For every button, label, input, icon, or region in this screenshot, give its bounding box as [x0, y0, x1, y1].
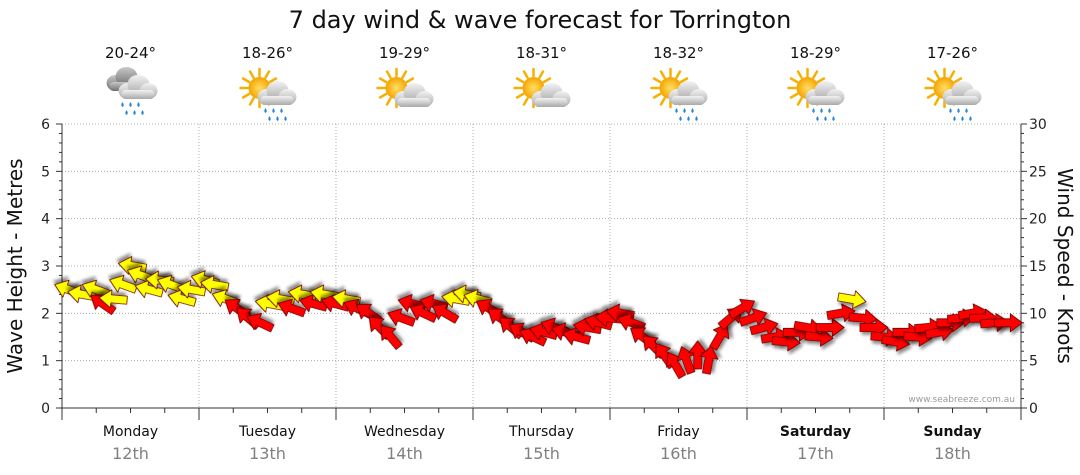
wind-arrow	[738, 308, 767, 327]
wind-arrow	[98, 289, 128, 309]
cloud-shape	[942, 81, 982, 105]
weather-row: 20-24° 18-26° 19-29° 18-31° 18-32° 18-29° 17-2…	[105, 44, 982, 121]
wind-arrow	[246, 312, 275, 333]
wind-arrow	[749, 317, 779, 336]
wind-arrow	[562, 327, 592, 346]
wind-arrow	[993, 313, 1023, 333]
sun-cloud-showers-icon	[787, 67, 845, 121]
wind-arrow	[881, 332, 911, 352]
cloud-shape	[805, 81, 845, 105]
cloud-shape	[118, 75, 158, 99]
wind-arrow	[699, 345, 719, 375]
wind-arrow	[167, 289, 197, 308]
wind-arrows	[54, 256, 1023, 380]
day-temperature: 17-26°	[927, 44, 978, 62]
cloud-shape	[668, 81, 708, 105]
wind-arrow	[432, 303, 460, 324]
day-temperature: 18-31°	[516, 44, 567, 62]
day-date-label: 16th	[660, 444, 697, 463]
y-tick-label-right: 20	[1029, 212, 1047, 228]
cloud-shape	[394, 83, 434, 107]
day-date-label: 12th	[112, 444, 149, 463]
rain-drops	[949, 108, 972, 121]
rain-drops	[812, 108, 835, 121]
day-labels: Monday 12th Tuesday 13th Wednesday 14th Thursd…	[103, 424, 982, 463]
day-temperature: 18-29°	[790, 44, 841, 62]
watermark: www.seabreeze.com.au	[908, 395, 1015, 405]
wind-arrow	[727, 298, 755, 319]
y-axis-right-label: Wind Speed - Knots	[1053, 168, 1077, 364]
wind-arrow	[666, 352, 687, 380]
sun-cloud-icon	[376, 67, 434, 109]
wind-arrow	[688, 340, 708, 370]
wind-arrow	[134, 279, 164, 299]
y-tick-label-left: 6	[41, 117, 50, 133]
wind-arrow	[380, 325, 403, 350]
wind-arrow	[771, 332, 801, 352]
day-date-label: 13th	[249, 444, 286, 463]
day-name-label: Wednesday	[364, 424, 445, 440]
wind-arrow	[90, 294, 117, 316]
y-tick-label-right: 0	[1029, 401, 1038, 417]
y-tick-label-right: 5	[1029, 354, 1038, 370]
wind-arrow	[109, 275, 138, 294]
axes: 0 01 52 103 154 205 256 30	[41, 117, 1047, 420]
rain-cloud-icon	[106, 67, 158, 115]
sun-cloud-showers-icon	[239, 67, 297, 121]
y-tick-label-right: 25	[1029, 164, 1047, 180]
day-name-label: Tuesday	[238, 424, 296, 440]
day-name-label: Thursday	[508, 424, 574, 440]
wind-arrow	[81, 279, 111, 299]
day-name-label: Monday	[103, 424, 158, 440]
rain-drops	[264, 108, 287, 121]
wind-arrow	[815, 318, 845, 337]
wind-arrow	[200, 275, 230, 294]
wind-arrow	[617, 312, 646, 332]
cloud-shape	[257, 81, 297, 105]
y-tick-label-left: 4	[41, 212, 50, 228]
day-date-label: 15th	[523, 444, 560, 463]
wind-arrow	[409, 303, 438, 323]
day-temperature: 18-32°	[653, 44, 704, 62]
y-axis-left-label: Wave Height - Metres	[3, 158, 27, 373]
day-temperature: 18-26°	[242, 44, 293, 62]
sun-cloud-showers-icon	[650, 67, 708, 121]
y-tick-label-right: 10	[1029, 306, 1047, 322]
y-tick-label-right: 30	[1029, 117, 1047, 133]
y-tick-label-left: 0	[41, 401, 50, 417]
y-tick-label-left: 5	[41, 164, 50, 180]
day-name-label: Sunday	[923, 424, 981, 440]
wind-arrow	[387, 308, 416, 327]
wind-arrow	[177, 279, 207, 299]
day-date-label: 17th	[797, 444, 834, 463]
rain-drops	[121, 102, 144, 115]
wind-arrow	[804, 327, 834, 347]
wind-arrow	[519, 327, 548, 347]
day-date-label: 18th	[934, 444, 971, 463]
day-name-label: Friday	[657, 424, 699, 440]
rain-drops	[675, 108, 698, 121]
wind-arrow	[709, 323, 730, 351]
day-temperature: 19-29°	[379, 44, 430, 62]
day-temperature: 20-24°	[105, 44, 156, 62]
chart-title: 7 day wind & wave forecast for Torringto…	[289, 6, 792, 34]
sun-cloud-showers-icon	[924, 67, 982, 121]
cloud-shape	[531, 83, 571, 107]
day-date-label: 14th	[386, 444, 423, 463]
grid-lines	[62, 123, 1021, 409]
y-tick-label-left: 1	[41, 354, 50, 370]
wind-arrow	[859, 318, 889, 337]
sun-cloud-icon	[513, 67, 571, 109]
y-tick-label-left: 3	[41, 259, 50, 275]
y-tick-label-right: 15	[1029, 259, 1047, 275]
day-name-label: Saturday	[780, 424, 851, 440]
wind-arrow	[277, 298, 307, 318]
y-tick-label-left: 2	[41, 306, 50, 322]
wind-arrow	[837, 290, 867, 309]
